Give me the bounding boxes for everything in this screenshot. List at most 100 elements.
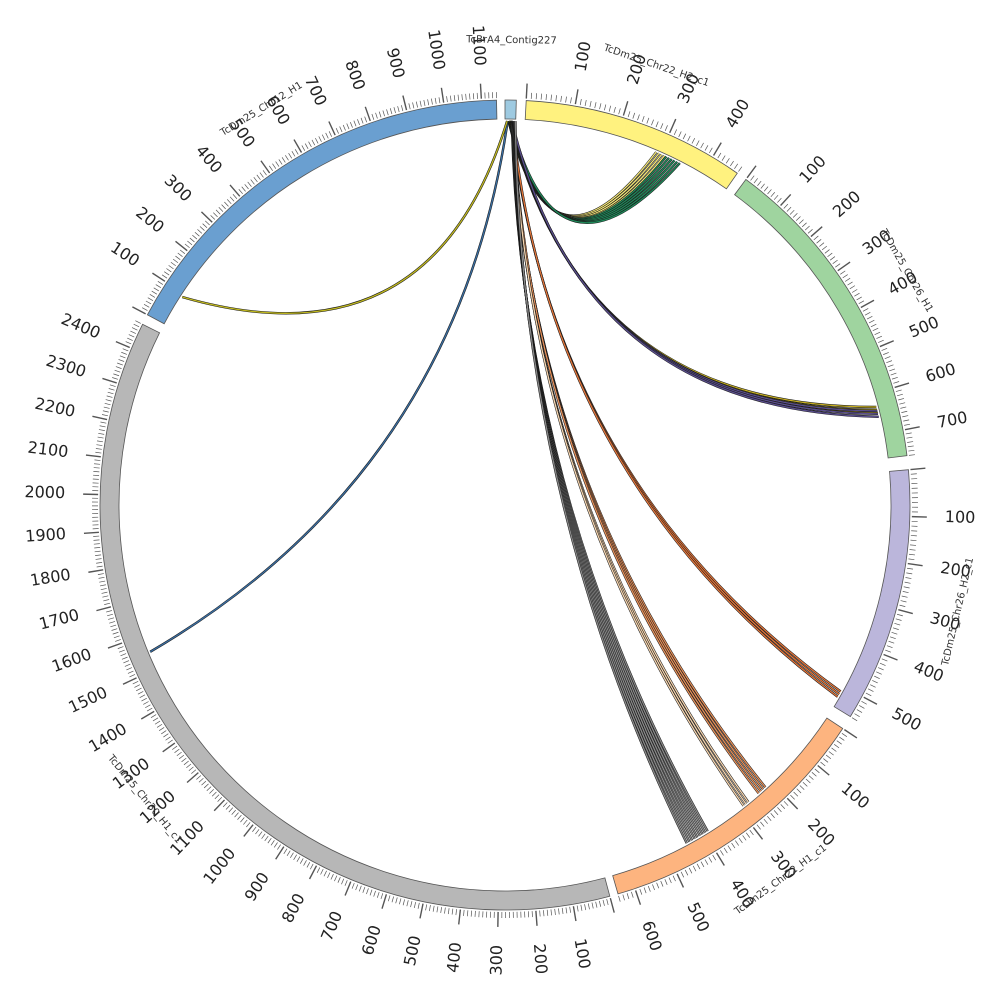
minor-tick-2-20 bbox=[753, 178, 758, 184]
tick-label-1-100: 100 bbox=[571, 40, 595, 73]
minor-tick-3-470 bbox=[870, 684, 876, 688]
minor-tick-6-330 bbox=[215, 209, 221, 215]
minor-tick-1-140 bbox=[594, 102, 597, 109]
minor-tick-1-70 bbox=[560, 95, 562, 102]
tick-label-5-500: 500 bbox=[400, 934, 425, 968]
minor-tick-6-650 bbox=[315, 137, 319, 144]
minor-tick-1-310 bbox=[673, 129, 678, 135]
minor-tick-5-2190 bbox=[100, 421, 107, 424]
major-tick-5-400 bbox=[458, 909, 462, 925]
minor-tick-6-710 bbox=[335, 127, 339, 134]
minor-tick-5-1470 bbox=[136, 687, 142, 692]
tick-label-5-2300: 2300 bbox=[44, 351, 89, 381]
minor-tick-4-420 bbox=[708, 857, 713, 863]
minor-tick-1-80 bbox=[565, 96, 567, 103]
minor-tick-6-140 bbox=[168, 265, 174, 270]
tick-label-3-200: 200 bbox=[939, 558, 972, 581]
minor-tick-5-740 bbox=[334, 875, 338, 882]
segment-4 bbox=[612, 717, 844, 895]
minor-tick-5-1870 bbox=[93, 543, 100, 545]
minor-tick-1-290 bbox=[664, 125, 668, 131]
minor-tick-2-750 bbox=[908, 449, 915, 452]
minor-tick-2-320 bbox=[842, 274, 848, 279]
minor-tick-5-160 bbox=[550, 909, 552, 916]
minor-tick-2-740 bbox=[907, 445, 914, 448]
minor-tick-5-790 bbox=[316, 867, 321, 873]
minor-tick-6-320 bbox=[213, 212, 218, 218]
minor-tick-5-450 bbox=[440, 906, 442, 914]
minor-tick-4-610 bbox=[631, 891, 634, 898]
minor-tick-4-520 bbox=[668, 877, 672, 884]
minor-tick-5-850 bbox=[296, 856, 301, 862]
minor-tick-5-1740 bbox=[101, 591, 108, 594]
tick-label-3-500: 500 bbox=[889, 704, 925, 735]
minor-tick-2-660 bbox=[901, 410, 908, 413]
major-tick-5-1000 bbox=[243, 824, 254, 837]
major-tick-2-200 bbox=[810, 226, 823, 238]
minor-tick-5-2110 bbox=[95, 451, 102, 454]
minor-tick-5-1810 bbox=[96, 565, 103, 568]
minor-tick-1-380 bbox=[704, 145, 709, 151]
minor-tick-1-440 bbox=[729, 160, 734, 167]
minor-tick-5-1370 bbox=[154, 720, 161, 725]
minor-tick-5-1410 bbox=[146, 707, 153, 712]
minor-tick-2-490 bbox=[878, 339, 884, 343]
major-tick-6-800 bbox=[364, 106, 371, 122]
minor-tick-6-570 bbox=[288, 153, 293, 159]
minor-tick-5-760 bbox=[327, 872, 331, 879]
minor-tick-6-150 bbox=[170, 261, 176, 267]
minor-tick-6-220 bbox=[187, 240, 193, 246]
minor-tick-5-1220 bbox=[188, 766, 194, 772]
tick-label-6-1100: 1100 bbox=[469, 24, 490, 66]
segment-label-1: TcDm25_Chr22_H2_c1 bbox=[601, 42, 710, 89]
minor-tick-6-1030 bbox=[453, 95, 456, 102]
tick-label-5-2200: 2200 bbox=[33, 394, 77, 421]
tick-label-3-100: 100 bbox=[945, 507, 976, 527]
minor-tick-2-350 bbox=[849, 285, 856, 290]
minor-tick-6-110 bbox=[161, 274, 168, 279]
minor-tick-3-310 bbox=[896, 613, 903, 617]
minor-tick-5-1150 bbox=[206, 786, 212, 791]
major-tick-5-2100 bbox=[85, 454, 101, 458]
minor-tick-5-920 bbox=[273, 842, 278, 848]
link-7-3-outline bbox=[511, 121, 701, 837]
minor-tick-2-40 bbox=[760, 183, 765, 189]
minor-tick-5-1730 bbox=[102, 595, 109, 598]
minor-tick-3-440 bbox=[876, 671, 882, 675]
minor-tick-6-550 bbox=[281, 157, 286, 163]
minor-tick-2-590 bbox=[893, 381, 900, 384]
minor-tick-2-760 bbox=[908, 454, 915, 456]
minor-tick-5-2120 bbox=[95, 448, 102, 450]
minor-tick-6-360 bbox=[224, 201, 229, 207]
minor-tick-6-270 bbox=[199, 226, 205, 231]
major-tick-6-900 bbox=[402, 95, 408, 111]
minor-tick-2-520 bbox=[883, 352, 889, 355]
minor-tick-5-1240 bbox=[183, 760, 189, 766]
minor-tick-4-160 bbox=[799, 785, 805, 790]
minor-tick-5-1320 bbox=[165, 736, 171, 741]
minor-tick-5-20 bbox=[602, 899, 605, 906]
minor-tick-5-1720 bbox=[103, 599, 110, 602]
minor-tick-5-2320 bbox=[113, 373, 120, 377]
major-tick-5-0 bbox=[609, 897, 615, 913]
minor-tick-2-230 bbox=[819, 242, 825, 247]
minor-tick-5-1130 bbox=[211, 791, 217, 797]
major-tick-1-0 bbox=[525, 83, 528, 99]
minor-tick-2-720 bbox=[906, 436, 913, 439]
minor-tick-5-2450 bbox=[131, 327, 138, 331]
minor-tick-5-1140 bbox=[209, 789, 214, 794]
minor-tick-5-2090 bbox=[94, 459, 101, 461]
minor-tick-2-170 bbox=[801, 222, 807, 228]
minor-tick-6-630 bbox=[308, 141, 312, 148]
minor-tick-6-210 bbox=[184, 243, 190, 249]
minor-tick-6-90 bbox=[157, 280, 164, 285]
major-tick-5-500 bbox=[419, 903, 424, 919]
minor-tick-2-570 bbox=[890, 372, 897, 376]
major-tick-2-500 bbox=[879, 340, 894, 348]
minor-tick-5-1520 bbox=[127, 670, 134, 674]
minor-tick-4-30 bbox=[836, 740, 842, 745]
minor-tick-6-860 bbox=[389, 108, 393, 115]
minor-tick-6-560 bbox=[285, 155, 289, 161]
tick-label-2-500: 500 bbox=[906, 312, 942, 341]
minor-tick-5-1290 bbox=[172, 745, 178, 750]
